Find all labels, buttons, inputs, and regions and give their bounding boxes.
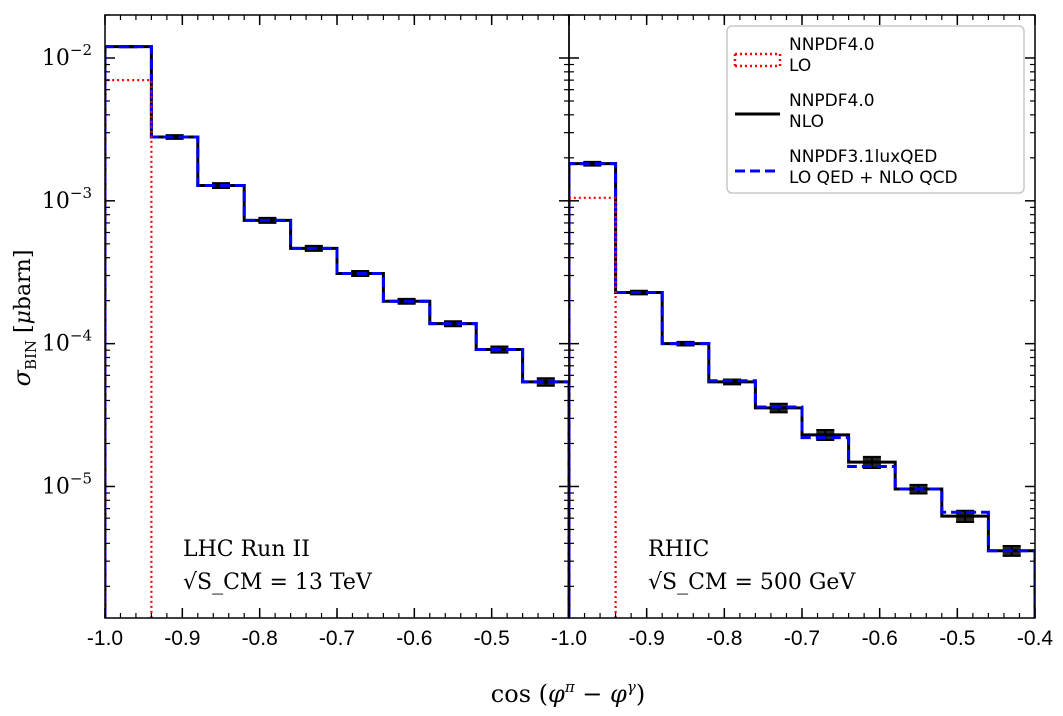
- legend-label-lo-line1: NNPDF4.0: [789, 35, 875, 55]
- x-tick-label: -0.6: [862, 627, 898, 650]
- panel-1-error-bars: [119, 45, 555, 387]
- legend-label-lux-line2: LO QED + NLO QCD: [789, 168, 958, 188]
- svg-text:σBIN [μbarn]: σBIN [μbarn]: [8, 250, 40, 387]
- legend: NNPDF4.0 LO NNPDF4.0 NLO NNPDF3.1luxQED …: [726, 25, 1025, 194]
- panel-1-label-line2: √S_CM = 13 TeV: [183, 570, 373, 595]
- panel-1-series-nlo: [105, 45, 569, 618]
- x-tick-label: -0.5: [474, 627, 510, 650]
- panel-2-annotation: RHIC √S_CM = 500 GeV: [648, 537, 856, 595]
- x-tick-label: -1.0: [87, 627, 123, 650]
- panel-2-label-line2: √S_CM = 500 GeV: [648, 570, 856, 595]
- x-tick-label: -0.8: [242, 627, 278, 650]
- y-axis-title: σBIN [μbarn]: [8, 250, 40, 387]
- legend-label-nlo-line1: NNPDF4.0: [789, 91, 875, 111]
- panel-1: [105, 45, 569, 618]
- panel-2-error-bars: [583, 160, 1021, 557]
- panel-2: [569, 160, 1035, 618]
- panel-1-annotation: LHC Run II √S_CM = 13 TeV: [183, 537, 373, 595]
- panel-1-label-line1: LHC Run II: [183, 537, 310, 562]
- panel-1-series-lux: [105, 45, 569, 618]
- x-tick-label: -1.0: [551, 627, 587, 650]
- x-tick-label: -0.4: [1017, 627, 1054, 650]
- axes-layer: -1.0 -0.9 -0.8 -0.7 -0.6 -0.5 -1.0 -0.9 -0.8 -0.7…: [42, 14, 1054, 650]
- panel-2-label-line1: RHIC: [648, 537, 709, 562]
- x-tick-label: -0.7: [319, 627, 355, 650]
- y-tick-label: 10−4: [42, 327, 92, 357]
- x-tick-label: -0.5: [939, 627, 975, 650]
- legend-label-lo-line2: LO: [789, 56, 811, 76]
- panels-layer: [105, 45, 1035, 618]
- panel-2-series-lux: [569, 162, 1035, 618]
- y-tick-label: 10−5: [42, 469, 92, 499]
- x-tick-label: -0.9: [629, 627, 665, 650]
- svg-text:cos (φπ − φγ): cos (φπ − φγ): [491, 678, 645, 708]
- panel-2-series-nlo: [569, 162, 1035, 618]
- x-tick-label: -0.7: [784, 627, 820, 650]
- panel-1-frame: [104, 14, 570, 619]
- legend-label-nlo-line2: NLO: [789, 112, 824, 132]
- y-tick-label: 10−3: [42, 184, 92, 214]
- y-tick-label: 10−2: [42, 41, 92, 71]
- legend-label-lux-line1: NNPDF3.1luxQED: [789, 147, 937, 167]
- legend-box: [726, 25, 1025, 194]
- x-axis-title: cos (φπ − φγ): [491, 678, 645, 708]
- x-tick-label: -0.8: [706, 627, 742, 650]
- x-tick-label: -0.9: [164, 627, 200, 650]
- x-tick-label: -0.6: [396, 627, 432, 650]
